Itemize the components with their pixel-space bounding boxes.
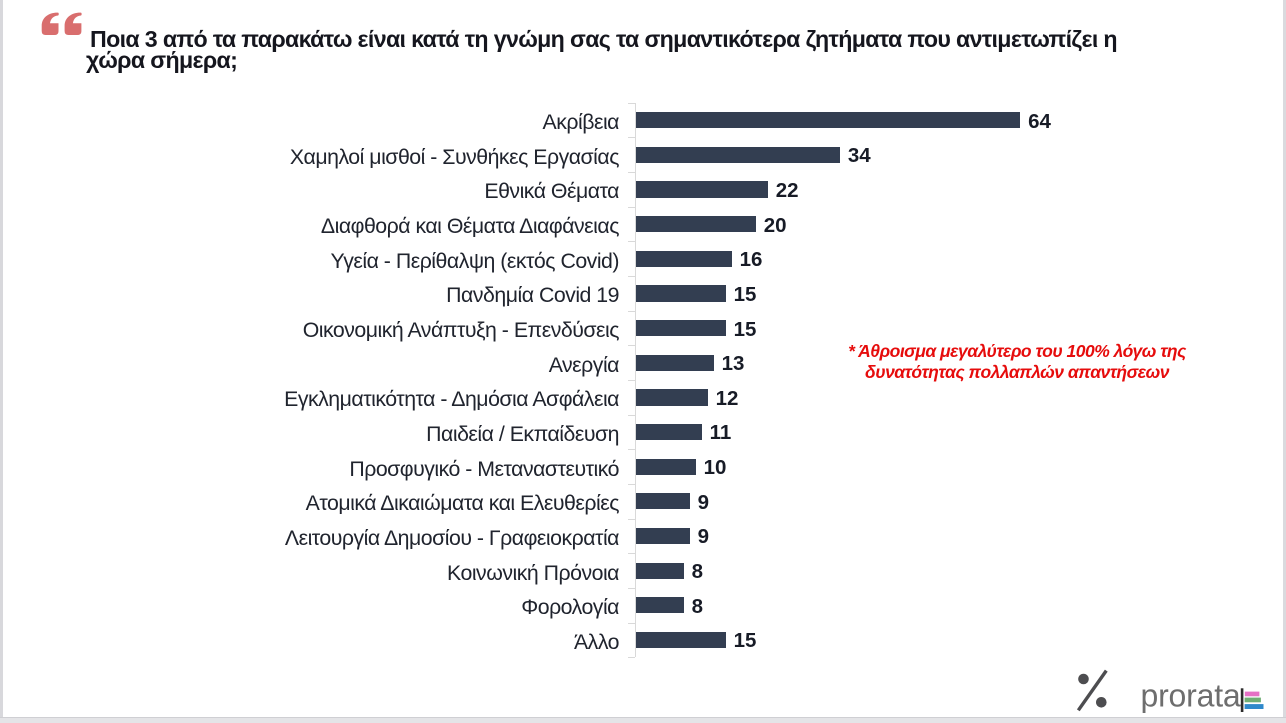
svg-text:prorata: prorata [1141, 678, 1241, 714]
